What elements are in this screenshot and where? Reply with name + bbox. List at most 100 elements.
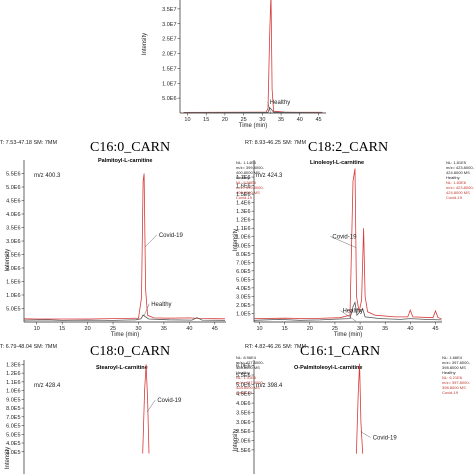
trace-covid-19 <box>24 173 226 320</box>
info-covid-line: 398.8000 MS <box>442 385 466 390</box>
x-tick-label: 20 <box>222 117 228 123</box>
y-tick-label: 4.0E6 <box>6 212 20 218</box>
x-tick-label: 25 <box>332 326 338 332</box>
annotation-label: Covid-19 <box>332 234 357 240</box>
y-tick-label: 1.0E6 <box>6 389 20 395</box>
y-tick-label: 2.5E6 <box>236 429 250 435</box>
y-tick-label: 5.0E6 <box>162 96 176 102</box>
mz-label: m/z 428.4 <box>34 383 61 389</box>
y-tick-label: 1.7E6 <box>236 175 250 181</box>
annotation-leader <box>144 234 157 248</box>
info-covid-line: Covid-19 <box>442 390 459 395</box>
annotation-label: Healthy <box>342 309 362 315</box>
info-covid-line: 400.8000 MS <box>236 190 260 195</box>
x-tick-label: 25 <box>110 326 116 332</box>
y-tick-label: 1.4E6 <box>236 201 250 207</box>
info-covid-line: NL: 1.31E6 <box>236 375 257 380</box>
x-tick-label: 35 <box>278 117 284 123</box>
y-tick-label: 1.1E6 <box>6 380 20 386</box>
info-covid-line: 424.8000 MS <box>446 190 470 195</box>
annotation-leader <box>360 431 371 438</box>
trace-covid-19 <box>142 364 150 454</box>
y-tick-label: 1.0E7 <box>162 81 176 87</box>
chart-panel-3: 1.0E5 2.0E5 3.0E5 4.0E5 5.0E5 6.0E5 7.0E5 8.0E5… <box>233 140 474 338</box>
y-tick-label: 2.0E5 <box>236 303 250 309</box>
y-tick-label: 8.0E5 <box>6 406 20 412</box>
y-tick-label: 1.5E6 <box>236 448 250 454</box>
mz-label: m/z 400.3 <box>34 173 61 179</box>
y-tick-label: 1.5E6 <box>236 192 250 198</box>
annotation-leader <box>340 310 357 322</box>
chart-panel-1: 5.0E6 1.0E7 1.5E7 2.0E7 2.5E7 3.0E7 3.5E7 10 15 2… <box>142 0 326 129</box>
x-tick-label: 15 <box>282 326 288 332</box>
annotation-leader <box>330 236 357 248</box>
analyte-title: C18:0_CARN <box>90 344 170 359</box>
analyte-title: C16:1_CARN <box>300 344 380 359</box>
y-tick-label: 5.5E6 <box>6 172 20 178</box>
x-tick-label: 15 <box>59 326 65 332</box>
x-tick-label: 40 <box>407 326 413 332</box>
annotation-leader <box>267 102 272 115</box>
y-tick-label: 5.0E5 <box>236 277 250 283</box>
x-tick-label: 35 <box>382 326 388 332</box>
y-tick-label: 8.0E5 <box>236 252 250 258</box>
y-tick-label: 1.1E6 <box>236 226 250 232</box>
trace-healthy <box>183 106 323 114</box>
y-tick-label: 1.3E6 <box>6 362 20 368</box>
y-tick-label: 3.0E5 <box>236 294 250 300</box>
trace-healthy <box>24 314 226 321</box>
y-tick-label: 6.0E6 <box>236 364 250 370</box>
annotation-leader <box>146 399 156 413</box>
y-tick-label: 5.0E5 <box>6 432 20 438</box>
chart-panel-5: 1.5E6 2.0E6 2.5E6 3.0E6 3.5E6 4.0E6 4.5E6 5.0E6… <box>233 344 471 474</box>
y-tick-label: 9.0E5 <box>6 397 20 403</box>
y-tick-label: 3.5E6 <box>6 226 20 232</box>
info-healthy-line: 424.8000 MS <box>446 170 470 175</box>
y-tick-label: 3.0E6 <box>6 239 20 245</box>
info-healthy-line: Healthy <box>236 175 250 180</box>
info-covid-line: Covid-19 <box>236 390 253 395</box>
y-tick-label: 5.5E6 <box>236 373 250 379</box>
info-covid-line: Covid-19 <box>446 195 463 200</box>
info-healthy-line: NL: 8.96E4 <box>236 355 257 360</box>
rt-header: RT: 4.82-46.26 SM: 7MM <box>245 344 306 350</box>
y-tick-label: 6.0E5 <box>6 424 20 430</box>
y-axis-title: Intensity <box>233 229 239 251</box>
info-covid-line: NL: 6.21E6 <box>442 375 463 380</box>
x-tick-label: 30 <box>357 326 363 332</box>
y-tick-label: 4.5E6 <box>236 392 250 398</box>
info-healthy-line: 400.8000 MS <box>236 170 260 175</box>
info-covid-line: m/z= 397.8000- <box>442 380 471 385</box>
info-covid-line: m/z= 399.8000- <box>236 185 265 190</box>
x-tick-label: 30 <box>135 326 141 332</box>
y-tick-label: 4.0E5 <box>6 441 20 447</box>
y-tick-label: 3.0E5 <box>6 450 20 456</box>
x-tick-label: 35 <box>161 326 167 332</box>
compound-name: O-Palmitoleoyl-L-carnitine <box>294 365 362 371</box>
info-covid-line: NL: 1.83E6 <box>446 180 467 185</box>
info-covid-line: m/z= 423.8000- <box>446 185 474 190</box>
y-tick-label: 3.5E7 <box>162 7 176 13</box>
x-tick-label: 10 <box>256 326 262 332</box>
y-tick-label: 6.0E5 <box>236 269 250 275</box>
info-healthy-line: 398.8000 MS <box>442 365 466 370</box>
annotation-leader <box>143 303 150 316</box>
trace-covid-19 <box>183 0 323 113</box>
annotation-label: Healthy <box>270 100 290 106</box>
y-tick-label: 1.6E6 <box>236 184 250 190</box>
analyte-title: C18:2_CARN <box>308 140 388 155</box>
info-healthy-line: m/z= 427.8000- <box>236 360 265 365</box>
y-tick-label: 2.0E6 <box>236 439 250 445</box>
y-tick-label: 1.2E6 <box>236 218 250 224</box>
x-tick-label: 30 <box>259 117 265 123</box>
chart-panel-4: 3.0E5 4.0E5 5.0E5 6.0E5 7.0E5 8.0E5 9.0E5 1.0E6… <box>0 344 265 474</box>
trace-covid-19 <box>356 363 364 454</box>
x-tick-label: 40 <box>297 117 303 123</box>
compound-name: Stearoyl-L-carnitine <box>96 365 148 371</box>
info-covid-line: Covid-19 <box>236 195 253 200</box>
info-healthy-line: Healthy <box>442 370 456 375</box>
y-tick-label: 4.5E6 <box>6 199 20 205</box>
x-tick-label: 20 <box>307 326 313 332</box>
x-tick-label: 40 <box>186 326 192 332</box>
